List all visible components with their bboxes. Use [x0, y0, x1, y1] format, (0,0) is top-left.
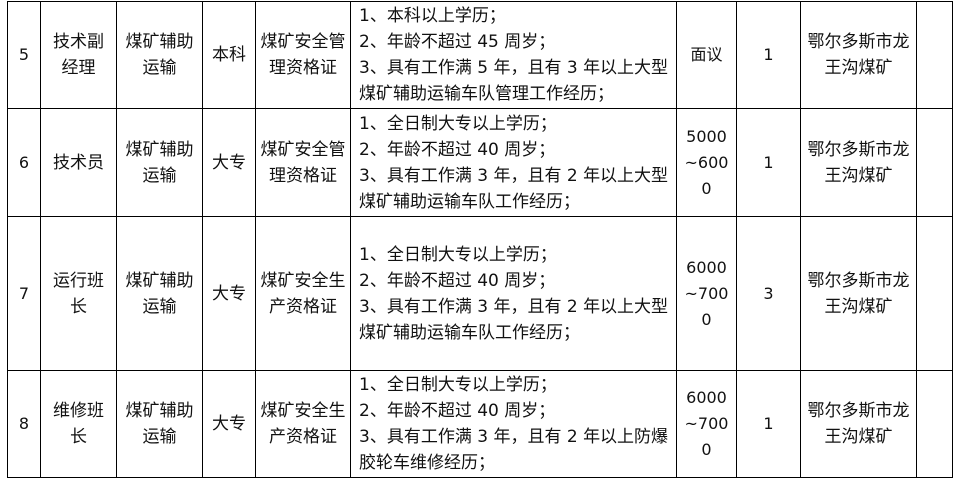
requirement-item: 3、具有工作满 3 年，且有 2 年以上大型煤矿辅助运输车队工作经历； — [359, 296, 669, 343]
remark-cell — [916, 216, 953, 371]
certificate-cell: 煤矿安全管理资格证 — [255, 1, 351, 109]
position-cell: 运行班长 — [40, 216, 117, 371]
row-number: 7 — [7, 216, 41, 371]
requirement-item: 1、全日制大专以上学历； — [359, 113, 557, 134]
location-cell: 鄂尔多斯市龙王沟煤矿 — [800, 108, 917, 217]
position-cell: 技术员 — [40, 108, 117, 217]
count-cell: 1 — [736, 108, 801, 217]
degree-cell: 本科 — [202, 1, 256, 109]
degree-cell: 大专 — [202, 108, 256, 217]
requirement-item: 3、具有工作满 5 年，且有 3 年以上大型煤矿辅助运输车队管理工作经历； — [359, 58, 669, 104]
requirement-item: 2、年龄不超过 45 周岁； — [359, 32, 556, 52]
location-cell: 鄂尔多斯市龙王沟煤矿 — [800, 1, 917, 109]
major-cell: 煤矿辅助运输 — [116, 216, 203, 371]
salary-cell: 6000~7000 — [676, 370, 737, 478]
table-row: 8 维修班长 煤矿辅助运输 大专 煤矿安全生产资格证 1、全日制大专以上学历； … — [7, 370, 953, 478]
table-row: 7 运行班长 煤矿辅助运输 大专 煤矿安全生产资格证 1、全日制大专以上学历； … — [7, 216, 953, 371]
remark-cell — [916, 1, 953, 109]
degree-cell: 大专 — [202, 370, 256, 478]
table-row: 5 技术副经理 煤矿辅助运输 本科 煤矿安全管理资格证 1、本科以上学历； 2、… — [7, 1, 953, 109]
requirement-item: 1、本科以上学历； — [359, 6, 506, 26]
table-row: 6 技术员 煤矿辅助运输 大专 煤矿安全管理资格证 1、全日制大专以上学历； 2… — [7, 108, 953, 217]
requirement-item: 2、年龄不超过 40 周岁； — [359, 401, 556, 421]
requirements-cell: 1、全日制大专以上学历； 2、年龄不超过 40 周岁； 3、具有工作满 3 年，… — [350, 216, 677, 371]
salary-cell: 面议 — [676, 1, 737, 109]
requirement-item: 3、具有工作满 3 年，且有 2 年以上防爆胶轮车维修经历； — [359, 427, 669, 473]
position-cell: 技术副经理 — [40, 1, 117, 109]
row-number: 6 — [7, 108, 41, 217]
requirement-item: 3、具有工作满 3 年，且有 2 年以上大型煤矿辅助运输车队工作经历； — [359, 165, 669, 212]
location-cell: 鄂尔多斯市龙王沟煤矿 — [800, 370, 917, 478]
row-number: 5 — [7, 1, 41, 109]
row-number: 8 — [7, 370, 41, 478]
requirement-item: 1、全日制大专以上学历； — [359, 375, 557, 395]
location-cell: 鄂尔多斯市龙王沟煤矿 — [800, 216, 917, 371]
major-cell: 煤矿辅助运输 — [116, 1, 203, 109]
certificate-cell: 煤矿安全生产资格证 — [255, 216, 351, 371]
certificate-cell: 煤矿安全生产资格证 — [255, 370, 351, 478]
requirement-item: 2、年龄不超过 40 周岁； — [359, 139, 556, 160]
salary-cell: 5000~6000 — [676, 108, 737, 217]
count-cell: 1 — [736, 370, 801, 478]
requirements-cell: 1、本科以上学历； 2、年龄不超过 45 周岁； 3、具有工作满 5 年，且有 … — [350, 1, 677, 109]
requirement-item: 2、年龄不超过 40 周岁； — [359, 270, 556, 291]
certificate-cell: 煤矿安全管理资格证 — [255, 108, 351, 217]
major-cell: 煤矿辅助运输 — [116, 370, 203, 478]
requirements-cell: 1、全日制大专以上学历； 2、年龄不超过 40 周岁； 3、具有工作满 3 年，… — [350, 108, 677, 217]
major-cell: 煤矿辅助运输 — [116, 108, 203, 217]
degree-cell: 大专 — [202, 216, 256, 371]
remark-cell — [916, 370, 953, 478]
count-cell: 1 — [736, 1, 801, 109]
salary-cell: 6000~7000 — [676, 216, 737, 371]
position-cell: 维修班长 — [40, 370, 117, 478]
job-table: 5 技术副经理 煤矿辅助运输 本科 煤矿安全管理资格证 1、本科以上学历； 2、… — [7, 1, 953, 478]
requirement-item: 1、全日制大专以上学历； — [359, 244, 557, 265]
count-cell: 3 — [736, 216, 801, 371]
remark-cell — [916, 108, 953, 217]
requirements-cell: 1、全日制大专以上学历； 2、年龄不超过 40 周岁； 3、具有工作满 3 年，… — [350, 370, 677, 478]
